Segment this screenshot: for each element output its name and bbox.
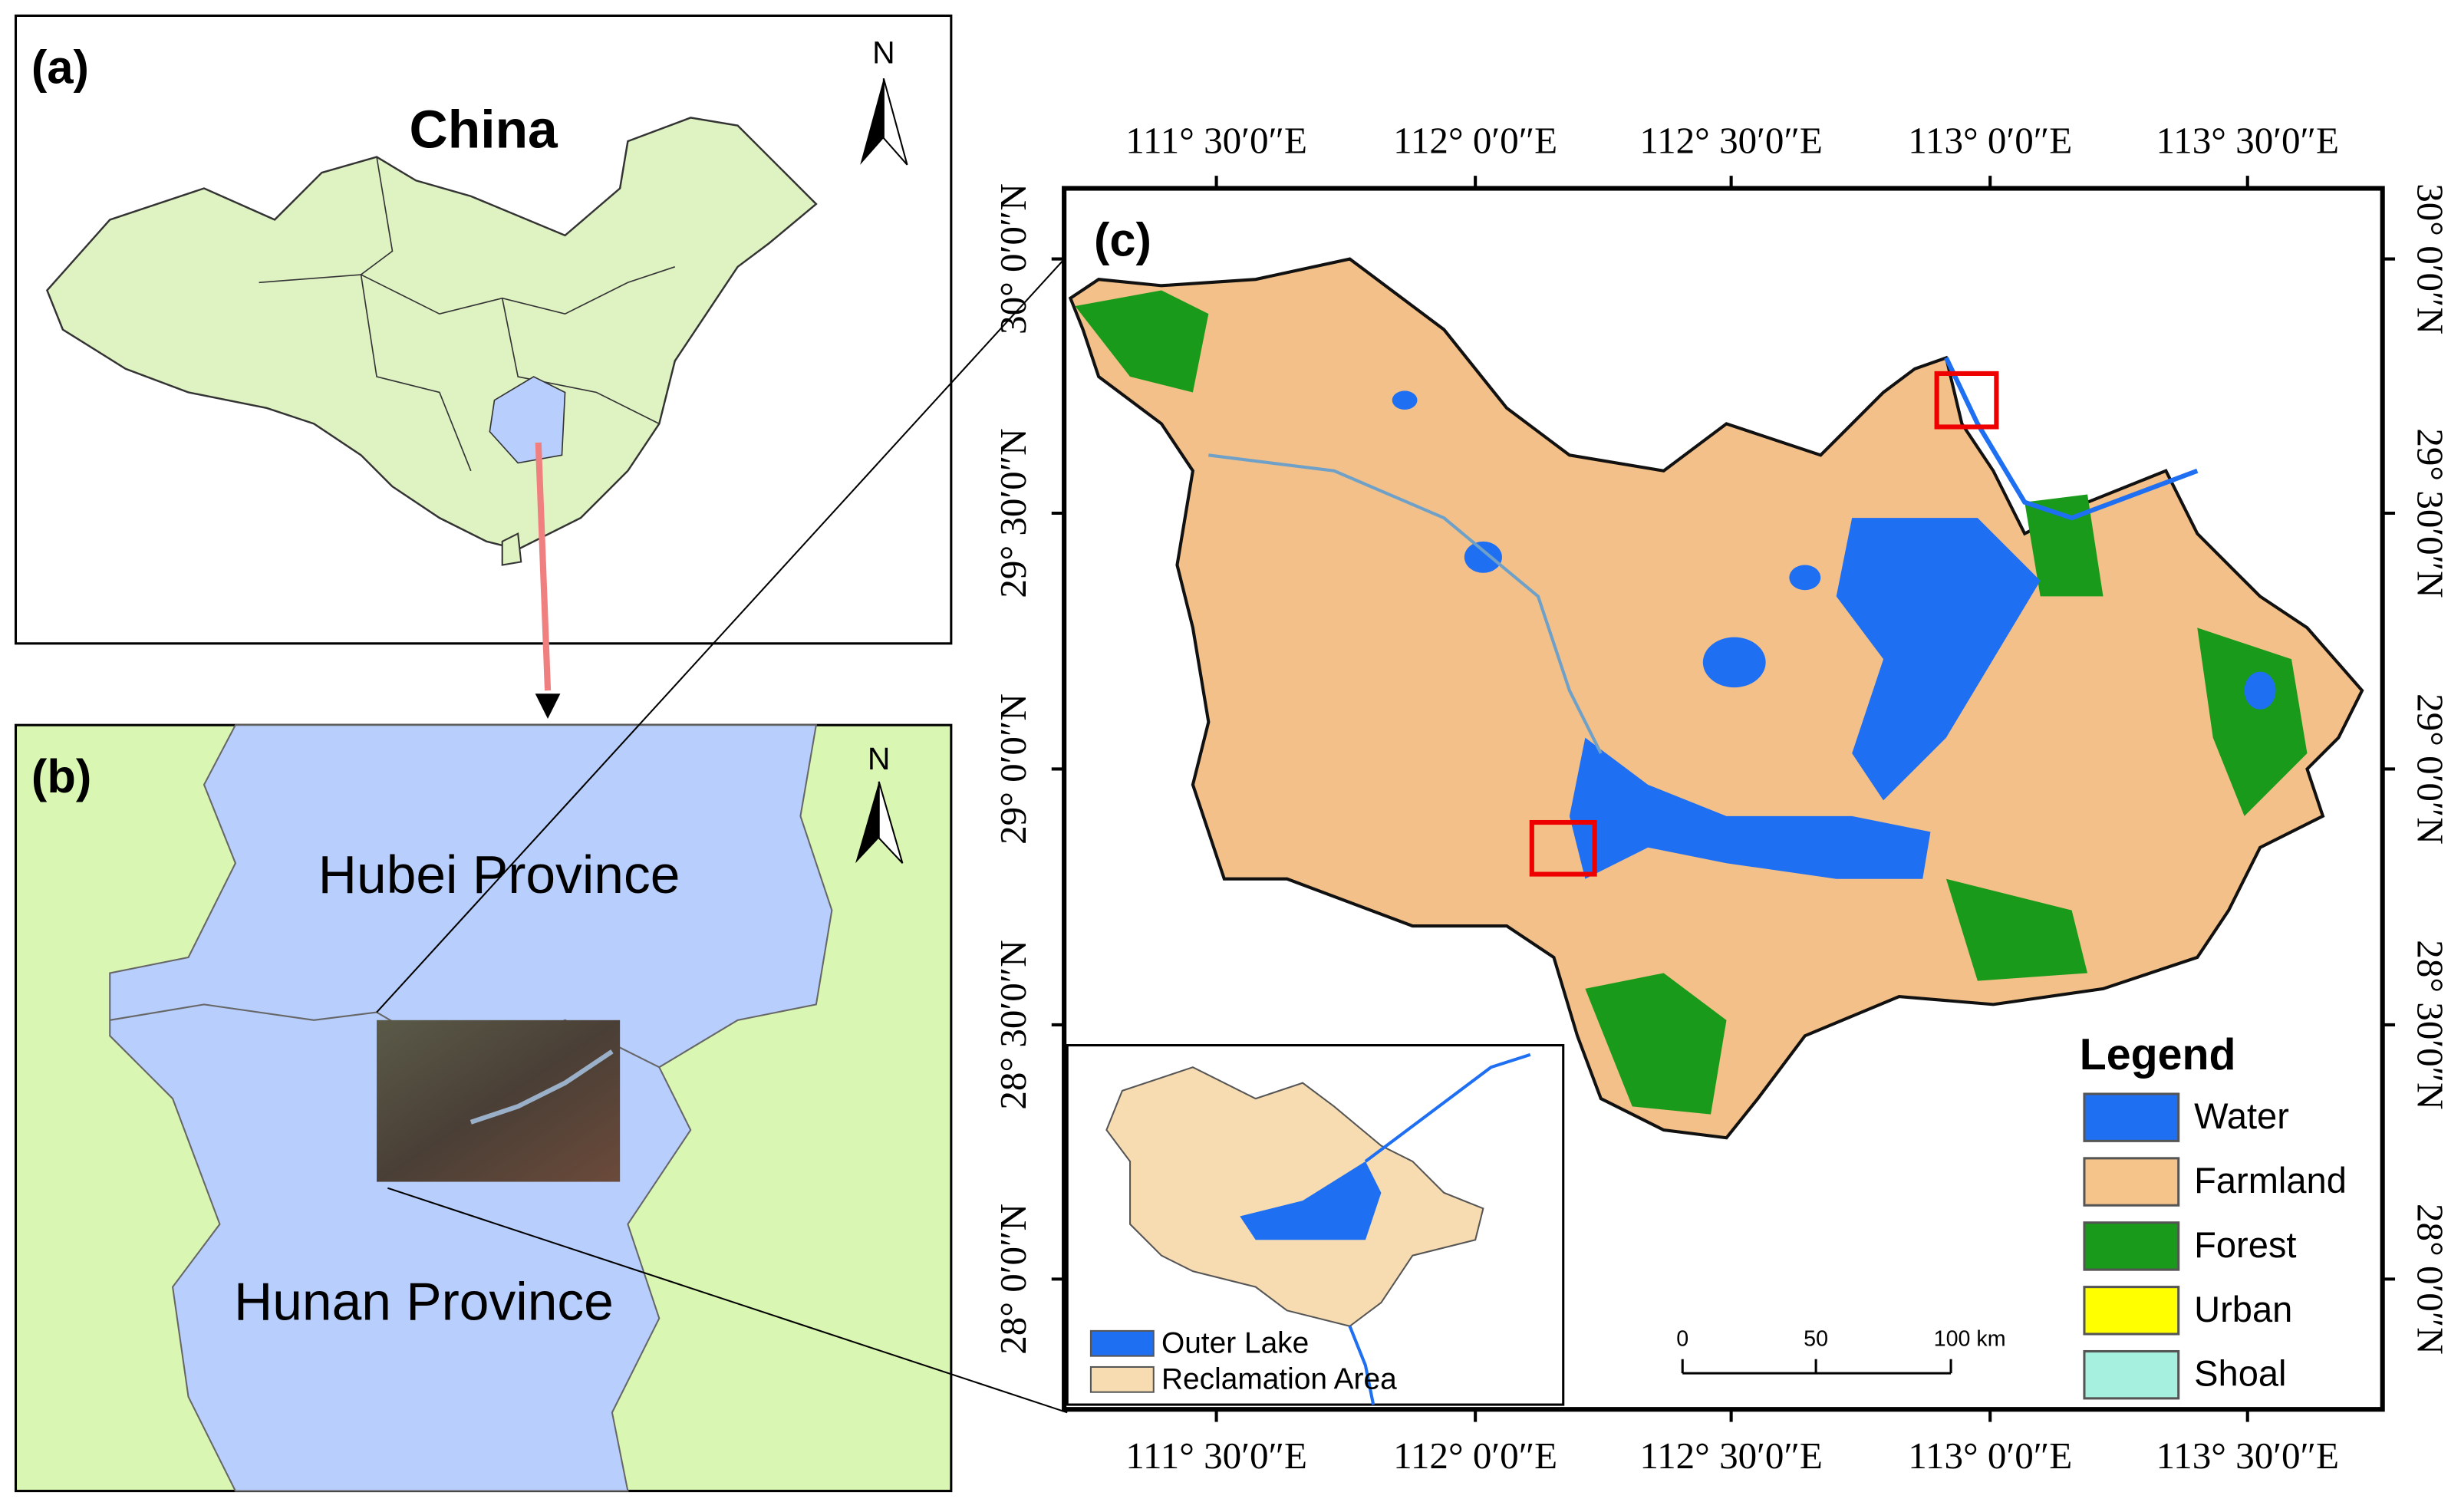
inset-legend-swatch [1089,1365,1155,1393]
hainan [501,532,522,566]
panel-label: (b) [31,750,91,803]
legend-label: Urban [2194,1289,2292,1329]
inset-river [1348,1326,1375,1405]
scale-label: 50 [1804,1327,1828,1352]
region-name: Hubei Province [318,845,680,904]
y-tick-label: 28° 30′0″N [2410,940,2452,1109]
scale-bar [1681,1359,1952,1375]
x-tick-label: 113° 0′0″E [1908,119,2072,161]
y-tick-label: 29° 0′0″N [992,693,1034,845]
inset-legend-swatch [1089,1329,1155,1357]
legend-label: Water [2194,1095,2289,1136]
x-tick-label: 112° 30′0″E [1639,119,1823,161]
legend-swatch [2083,1221,2180,1271]
x-tick-label: 113° 0′0″E [1908,1435,2072,1477]
inset-legend-label: Reclamation Area [1161,1363,1397,1396]
highlight-box [1934,371,1999,430]
forest-patch [2197,628,2308,816]
pointer-line [535,442,552,691]
x-tick-label: 111° 30′0″E [1125,119,1307,161]
inset-river [1364,1052,1531,1163]
scale-label: 0 [1676,1327,1688,1352]
x-tick-label: 113° 30′0″E [2156,1435,2339,1477]
y-tick-label: 29° 30′0″N [2410,428,2452,598]
legend-swatch [2083,1157,2180,1207]
forest-patches [1075,290,2308,1115]
outer-lake [1240,1161,1382,1240]
region-name: Hunan Province [234,1272,614,1332]
panel-label: (a) [31,41,89,94]
legend-swatch [2083,1092,2180,1142]
x-tick-label: 112° 0′0″E [1393,119,1557,161]
legend-swatch [2083,1286,2180,1336]
legend-label: Shoal [2194,1353,2286,1394]
legend-label: Farmland [2194,1160,2347,1201]
study-provinces [489,376,566,464]
river [1208,453,1603,754]
north-label: N [872,35,895,70]
legend-title: Legend [2080,1030,2236,1079]
x-tick-label: 112° 30′0″E [1639,1435,1823,1477]
y-tick-label: 28° 0′0″N [992,1204,1034,1355]
water-bodies [1392,390,2276,879]
zoom-line [376,255,1068,1013]
river [1944,357,2199,521]
legend-label: Forest [2194,1224,2296,1265]
y-tick-label: 30° 0′0″N [2410,183,2452,334]
y-tick-label: 29° 30′0″N [992,428,1034,598]
forest-patch [1945,878,2088,981]
north-arrow [882,78,908,166]
lake [1392,390,1418,410]
panel-label: (c) [1094,213,1151,266]
satellite-lake [469,1049,614,1125]
panel-c-frame [1062,186,2385,1412]
forest-patch [1075,290,1209,393]
forest-patch [2024,494,2104,597]
y-tick-label: 29° 0′0″N [2410,693,2452,845]
province-borders [360,156,472,472]
lake [1464,541,1502,573]
north-arrow [878,781,904,864]
inset-legend-label: Outer Lake [1161,1327,1309,1360]
reclamation-area [1105,1066,1484,1327]
china-outline [45,117,818,551]
north-label: N [868,741,891,776]
y-tick-label: 28° 30′0″N [992,940,1034,1109]
x-tick-label: 113° 30′0″E [2156,119,2339,161]
x-tick-label: 111° 30′0″E [1125,1435,1307,1477]
province-borders [501,298,660,425]
satellite-image [377,1020,621,1182]
y-tick-label: 30° 0′0″N [992,183,1034,334]
highlight-box [1529,819,1597,877]
forest-patch [1585,973,1727,1115]
y-tick-label: 28° 0′0″N [2410,1204,2452,1355]
lake [1789,565,1821,591]
lake [1836,518,2041,801]
lake [2244,671,2276,710]
legend-swatch [2083,1349,2180,1400]
country-name: China [410,99,559,159]
lake [1569,737,1931,879]
zoom-line [387,1187,1068,1414]
x-tick-label: 112° 0′0″E [1393,1435,1557,1477]
pointer-head [535,693,561,720]
generated: 111° 30′0″E 111° 30′0″E 112° 0′0″E 112° 0′0… [992,119,2452,1476]
lake [1702,637,1766,688]
scale-label: 100 km [1934,1327,2006,1352]
